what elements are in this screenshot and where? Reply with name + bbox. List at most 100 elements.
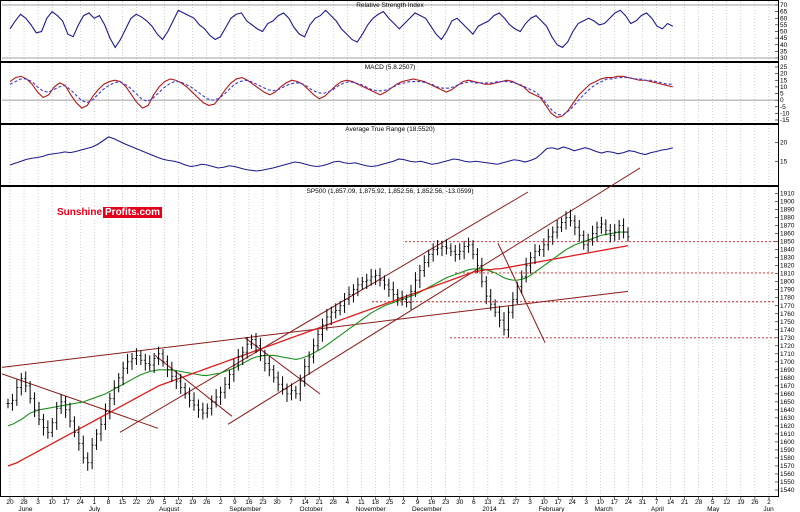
y-tick-label: 1850	[780, 239, 795, 246]
y-tick-label: 1760	[780, 311, 795, 318]
y-tick-label: 30	[780, 55, 788, 62]
x-tick-label: 21	[498, 499, 506, 506]
x-tick-label: 24	[569, 499, 577, 506]
y-tick-label: 65	[780, 9, 788, 16]
y-tick-label: 1550	[780, 479, 795, 486]
x-tick-label: 10	[540, 499, 548, 506]
x-tick-label: 6	[472, 499, 476, 506]
x-tick-label: 11	[358, 499, 365, 506]
y-tick-label: 1660	[780, 391, 795, 398]
x-tick-label: 7	[289, 499, 293, 506]
x-tick-label: 2	[402, 499, 406, 506]
y-tick-label: 20	[780, 140, 788, 147]
x-tick-label: 2	[767, 499, 771, 506]
y-tick-label: 1590	[780, 447, 795, 454]
y-tick-label: 1810	[780, 271, 795, 278]
y-tick-label: 1610	[780, 431, 795, 438]
y-tick-label: 1720	[780, 343, 795, 350]
x-tick-label: 24	[77, 499, 85, 506]
y-tick-label: 1770	[780, 303, 795, 310]
series-line	[9, 136, 673, 172]
x-tick-label: 8	[107, 499, 111, 506]
y-tick-label: 1630	[780, 415, 795, 422]
y-tick-label: 1680	[780, 375, 795, 382]
x-tick-label: 12	[723, 499, 731, 506]
sma-red-line	[7, 245, 629, 467]
x-tick-label: 29	[147, 499, 155, 506]
x-month-label: March	[595, 506, 613, 512]
x-tick-label: 1	[93, 499, 97, 506]
y-tick-label: 1740	[780, 327, 795, 334]
x-tick-label: 3	[36, 499, 40, 506]
atr-title: Average True Range (18.5520)	[345, 126, 435, 133]
y-tick-label: 50	[780, 29, 788, 36]
x-tick-label: 2	[219, 499, 223, 506]
y-tick-label: 1800	[780, 279, 795, 286]
x-tick-label: 30	[456, 499, 464, 506]
x-tick-label: 26	[751, 499, 759, 506]
x-tick-label: 19	[189, 499, 197, 506]
y-tick-label: 1860	[780, 231, 795, 238]
x-tick-label: 24	[625, 499, 633, 506]
x-tick-label: 19	[737, 499, 745, 506]
y-tick-label: 45	[780, 35, 788, 42]
y-tick-label: 10	[780, 84, 788, 91]
x-tick-label: 23	[259, 499, 267, 506]
y-tick-label: 1570	[780, 463, 795, 470]
y-tick-label: 1640	[780, 407, 795, 414]
x-tick-label: 31	[639, 499, 647, 506]
x-tick-label: 25	[386, 499, 394, 506]
y-tick-label: 25	[780, 64, 788, 71]
axis-layer: 20 28 3 10 17 24 1 8 15 22 29 5 12 19 26 2 9 16 23 30 7 14 21 2…	[6, 2, 794, 512]
trend-line	[1, 373, 159, 429]
y-tick-label: 1600	[780, 439, 795, 446]
y-tick-label: 5	[780, 91, 784, 98]
x-tick-label: 28	[695, 499, 703, 506]
y-tick-label: 1780	[780, 295, 795, 302]
x-month-label: April	[651, 506, 665, 512]
x-tick-label: 14	[302, 499, 310, 506]
x-tick-label: 16	[428, 499, 436, 506]
y-tick-label: 1880	[780, 215, 795, 222]
y-tick-label: 15	[780, 158, 788, 165]
y-tick-label: -15	[780, 117, 790, 124]
x-month-label: July	[89, 506, 101, 512]
price-title: SP500 (1,857.09, 1,875.92, 1,852.56, 1,8…	[307, 188, 474, 195]
sunshine-profits-logo: Sunshine Profits.com	[56, 205, 163, 220]
x-tick-label: 28	[330, 499, 338, 506]
x-tick-label: 15	[119, 499, 127, 506]
grid-lines	[2, 1, 775, 496]
y-tick-label: -5	[780, 104, 786, 111]
y-tick-label: 15	[780, 77, 788, 84]
rsi-title: Relative Strength Index	[356, 2, 424, 9]
y-tick-label: 1730	[780, 335, 795, 342]
y-tick-label: 55	[780, 22, 788, 29]
logo-part-1: Sunshine	[56, 207, 104, 218]
x-tick-label: 5	[163, 499, 167, 506]
y-tick-label: 1820	[780, 263, 795, 270]
x-tick-label: 9	[233, 499, 237, 506]
y-tick-label: 1910	[780, 191, 795, 198]
y-tick-label: 1670	[780, 383, 795, 390]
x-month-label: October	[300, 506, 324, 512]
x-tick-label: 21	[316, 499, 324, 506]
x-tick-label: 20	[6, 499, 14, 506]
logo-part-2: Profits.com	[103, 207, 163, 218]
x-tick-label: 17	[555, 499, 563, 506]
x-tick-label: 23	[442, 499, 450, 506]
y-tick-label: 20	[780, 71, 788, 78]
y-tick-label: 1900	[780, 199, 795, 206]
x-tick-label: 30	[273, 499, 281, 506]
x-tick-label: 18	[372, 499, 380, 506]
x-tick-label: 5	[711, 499, 715, 506]
x-tick-label: 22	[133, 499, 141, 506]
y-tick-label: 60	[780, 15, 788, 22]
series-line	[9, 77, 673, 116]
x-month-label: September	[229, 506, 262, 512]
x-tick-label: 12	[175, 499, 183, 506]
x-month-label: May	[707, 506, 720, 512]
trend-line	[244, 337, 321, 395]
y-tick-label: 1710	[780, 351, 795, 358]
x-tick-label: 27	[512, 499, 520, 506]
